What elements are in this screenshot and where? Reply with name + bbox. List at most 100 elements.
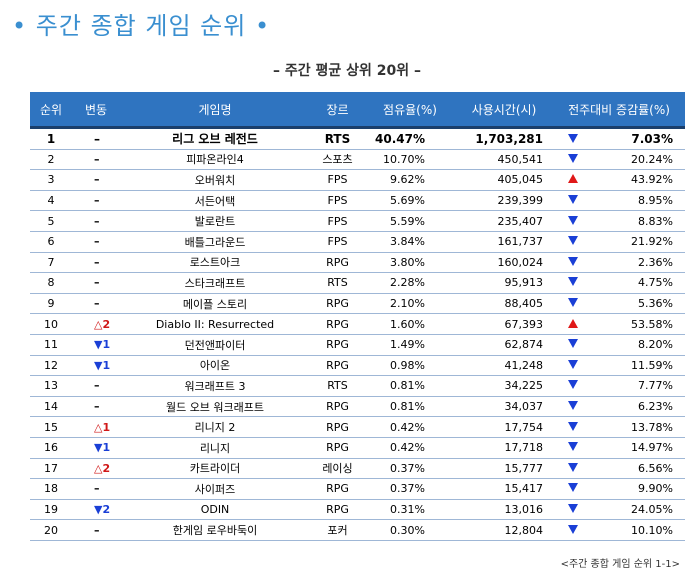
trend-down-icon <box>553 478 593 500</box>
rank-cell: 7 <box>30 252 72 274</box>
hours-cell: 17,754 <box>455 416 553 438</box>
share-cell: 1.49% <box>365 334 455 356</box>
rank-cell: 4 <box>30 190 72 212</box>
trend-up-icon <box>553 313 593 335</box>
change-cell: 20.24% <box>593 149 685 171</box>
game-name-cell: 리니지 2 <box>120 416 310 438</box>
rank-cell: 19 <box>30 499 72 521</box>
rank-cell: 6 <box>30 231 72 253</box>
genre-cell: RPG <box>310 478 365 500</box>
triangle-down-icon <box>568 524 578 534</box>
move-cell: ▼1 <box>72 334 120 356</box>
share-cell: 0.42% <box>365 437 455 459</box>
genre-cell: 레이싱 <box>310 458 365 480</box>
rank-cell: 3 <box>30 169 72 191</box>
share-cell: 5.59% <box>365 210 455 232</box>
table-row: 7– 로스트아크 RPG 3.80% 160,024 2.36% <box>30 252 685 274</box>
share-cell: 3.84% <box>365 231 455 253</box>
move-cell: △2 <box>72 313 120 335</box>
trend-down-icon <box>553 458 593 480</box>
table-row: 4– 서든어택 FPS 5.69% 239,399 8.95% <box>30 190 685 212</box>
share-cell: 2.10% <box>365 293 455 315</box>
change-cell: 9.90% <box>593 478 685 500</box>
genre-cell: RPG <box>310 293 365 315</box>
table-row: 3– 오버워치 FPS 9.62% 405,045 43.92% <box>30 169 685 191</box>
col-game: 게임명 <box>120 92 310 129</box>
genre-cell: FPS <box>310 231 365 253</box>
hours-cell: 15,417 <box>455 478 553 500</box>
trend-up-icon <box>553 169 593 191</box>
genre-cell: 스포츠 <box>310 149 365 171</box>
share-cell: 0.37% <box>365 458 455 480</box>
game-name-cell: 워크래프트 3 <box>120 375 310 397</box>
hours-cell: 15,777 <box>455 458 553 480</box>
change-cell: 4.75% <box>593 272 685 294</box>
genre-cell: RTS <box>310 127 365 150</box>
move-cell: – <box>72 293 120 315</box>
change-cell: 8.95% <box>593 190 685 212</box>
rank-cell: 17 <box>30 458 72 480</box>
share-cell: 5.69% <box>365 190 455 212</box>
change-cell: 14.97% <box>593 437 685 459</box>
change-cell: 7.03% <box>593 127 685 150</box>
genre-cell: 포커 <box>310 519 365 541</box>
trend-down-icon <box>553 416 593 438</box>
change-cell: 6.56% <box>593 458 685 480</box>
triangle-down-icon <box>568 421 578 431</box>
col-genre: 장르 <box>310 92 365 129</box>
genre-cell: FPS <box>310 190 365 212</box>
triangle-down-icon <box>568 462 578 472</box>
trend-down-icon <box>553 293 593 315</box>
genre-cell: FPS <box>310 210 365 232</box>
share-cell: 2.28% <box>365 272 455 294</box>
trend-down-icon <box>553 355 593 377</box>
trend-down-icon <box>553 252 593 274</box>
rank-cell: 9 <box>30 293 72 315</box>
table-row: 11 ▼1 던전앤파이터 RPG 1.49% 62,874 8.20% <box>30 334 685 356</box>
rank-cell: 10 <box>30 313 72 335</box>
move-cell: ▼2 <box>72 499 120 521</box>
table-row: 8– 스타크래프트 RTS 2.28% 95,913 4.75% <box>30 272 685 294</box>
table-row: 20– 한게임 로우바둑이 포커 0.30% 12,804 10.10% <box>30 519 685 541</box>
page-title: • 주간 종합 게임 순위 • <box>12 12 271 40</box>
game-name-cell: 던전앤파이터 <box>120 334 310 356</box>
share-cell: 3.80% <box>365 252 455 274</box>
triangle-down-icon <box>568 442 578 452</box>
triangle-down-icon <box>568 215 578 225</box>
table-row: 13– 워크래프트 3 RTS 0.81% 34,225 7.77% <box>30 375 685 397</box>
trend-down-icon <box>553 334 593 356</box>
game-name-cell: 리니지 <box>120 437 310 459</box>
share-cell: 0.98% <box>365 355 455 377</box>
hours-cell: 450,541 <box>455 149 553 171</box>
hours-cell: 17,718 <box>455 437 553 459</box>
share-cell: 0.42% <box>365 416 455 438</box>
table-row: 17 △2 카트라이더 레이싱 0.37% 15,777 6.56% <box>30 458 685 480</box>
change-cell: 8.20% <box>593 334 685 356</box>
trend-down-icon <box>553 210 593 232</box>
game-name-cell: 월드 오브 워크래프트 <box>120 396 310 418</box>
table-row: 1– 리그 오브 레전드 RTS 40.47% 1,703,281 7.03% <box>30 127 685 150</box>
genre-cell: RPG <box>310 313 365 335</box>
trend-down-icon <box>553 519 593 541</box>
game-name-cell: 피파온라인4 <box>120 149 310 171</box>
game-name-cell: 메이플 스토리 <box>120 293 310 315</box>
genre-cell: RPG <box>310 499 365 521</box>
genre-cell: RPG <box>310 396 365 418</box>
col-change: 전주대비 증감률(%) <box>553 92 685 129</box>
rank-cell: 5 <box>30 210 72 232</box>
triangle-down-icon <box>568 503 578 513</box>
game-name-cell: 스타크래프트 <box>120 272 310 294</box>
rank-cell: 13 <box>30 375 72 397</box>
triangle-down-icon <box>568 359 578 369</box>
change-cell: 24.05% <box>593 499 685 521</box>
table-row: 18– 사이퍼즈 RPG 0.37% 15,417 9.90% <box>30 478 685 500</box>
trend-down-icon <box>553 149 593 171</box>
move-cell: – <box>72 210 120 232</box>
hours-cell: 161,737 <box>455 231 553 253</box>
change-cell: 7.77% <box>593 375 685 397</box>
genre-cell: RTS <box>310 272 365 294</box>
hours-cell: 41,248 <box>455 355 553 377</box>
table-row: 19 ▼2 ODIN RPG 0.31% 13,016 24.05% <box>30 499 685 521</box>
game-name-cell: 발로란트 <box>120 210 310 232</box>
genre-cell: RPG <box>310 437 365 459</box>
